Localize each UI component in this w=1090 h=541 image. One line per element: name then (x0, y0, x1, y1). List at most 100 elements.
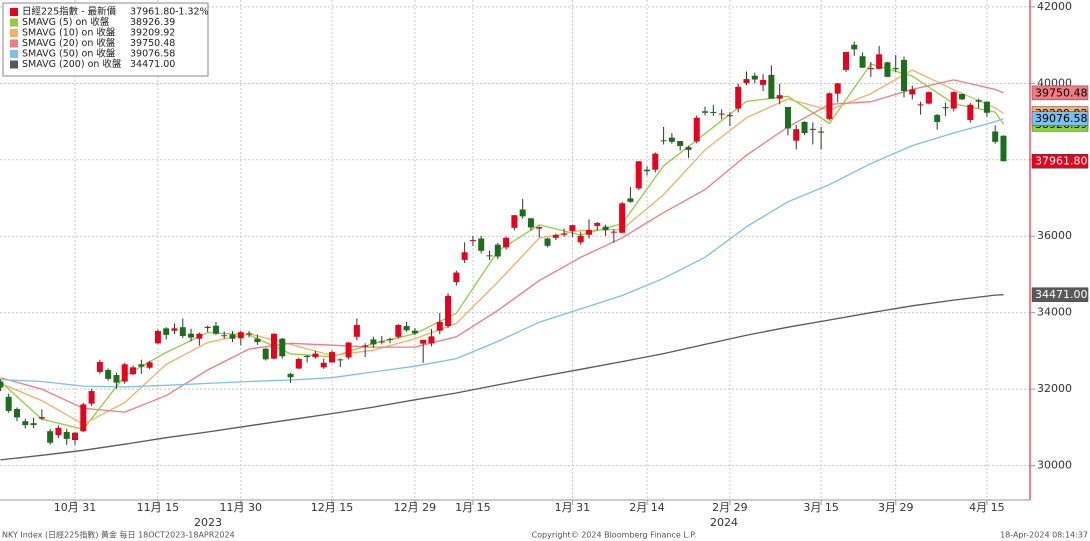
year-label: 2023 (194, 516, 222, 529)
candle-body (743, 79, 750, 83)
candle-body (842, 51, 849, 70)
candle-body (246, 333, 253, 335)
candle-body (901, 60, 908, 91)
candle-body (635, 161, 642, 189)
candle-body (644, 169, 651, 172)
x-tick-label: 11月 15 (137, 501, 180, 514)
candle-body (304, 355, 311, 358)
legend-name: SMAVG (10) on 收盤 (22, 27, 116, 39)
candle-body (975, 100, 982, 102)
legend-swatch (10, 29, 18, 37)
candle-body (884, 62, 891, 77)
candle-body (702, 111, 709, 113)
candle-body (254, 338, 261, 343)
candle-body (751, 75, 758, 80)
candle-body (942, 107, 949, 109)
candle-body (892, 68, 899, 70)
candle-body (22, 421, 29, 426)
candle-body (196, 333, 203, 339)
x-tick-label: 1月 31 (555, 501, 591, 514)
candle-body (121, 364, 128, 382)
candle-body (279, 338, 286, 357)
candle-body (826, 93, 833, 119)
x-tick-label: 12月 29 (394, 501, 437, 514)
candle-body (320, 362, 327, 368)
candle-body (204, 326, 211, 328)
grid (0, 0, 1030, 500)
candle-body (967, 104, 974, 121)
candle-body (113, 375, 120, 383)
candle-body (511, 215, 518, 228)
legend-value: 38926.39 (130, 17, 175, 28)
candle-body (262, 348, 269, 360)
candle-body (130, 367, 137, 375)
y-tick-label: 30000 (1037, 459, 1072, 472)
legend-name: SMAVG (5) on 收盤 (22, 16, 110, 28)
candle-body (917, 104, 924, 106)
candle-body (486, 255, 493, 257)
candle-body (768, 74, 775, 99)
x-tick-label: 11月 30 (220, 501, 263, 514)
candle-body (652, 153, 659, 170)
candle-body (718, 113, 725, 115)
legend-value: 39750.48 (130, 38, 175, 49)
candle-body (171, 328, 178, 331)
candle-body (345, 342, 352, 358)
candle-body (221, 335, 228, 337)
candle-body (925, 92, 932, 104)
legend-value: 39076.58 (130, 49, 175, 60)
candle-body (610, 231, 617, 233)
candle-body (992, 131, 999, 142)
candle-body (876, 54, 883, 69)
candle-body (63, 431, 70, 439)
ma-line (0, 294, 1004, 461)
candle-body (80, 404, 87, 432)
candle-body (38, 417, 45, 419)
candle-body (461, 252, 468, 260)
candle-body (585, 230, 592, 235)
legend: 日經225指數 - 最新價 37961.80 -1.32% SMAVG (5) on … (2, 2, 209, 77)
lines (0, 63, 1005, 461)
candle-body (494, 244, 501, 257)
candle-body (436, 321, 443, 331)
legend-name: SMAVG (50) on 收盤 (22, 48, 116, 60)
candle-body (88, 391, 95, 404)
candle-body (685, 147, 692, 150)
candle-body (536, 227, 543, 229)
x-tick-label: 12月 15 (311, 501, 354, 514)
candle-body (602, 226, 609, 231)
candle-body (784, 107, 791, 129)
candle-body (387, 339, 394, 341)
ma-line (0, 69, 1004, 426)
candle-body (445, 295, 452, 327)
candle-body (519, 209, 526, 217)
legend-swatch (10, 60, 18, 69)
x-tick-label: 4月 15 (969, 501, 1005, 514)
candle-body (552, 235, 559, 238)
candle-body (370, 339, 377, 345)
legend-swatch (10, 8, 18, 16)
candle-body (96, 362, 103, 372)
legend-name: SMAVG (200) on 收盤 (22, 58, 122, 70)
legend-name: 日經225指數 - 最新價 (22, 6, 117, 18)
candle-body (660, 140, 667, 142)
candle-body (295, 358, 302, 369)
candle-body (793, 129, 800, 141)
legend-value: 37961.80 (130, 7, 175, 18)
x-tick-label: 3月 29 (878, 501, 914, 514)
value-badge (1031, 287, 1089, 302)
candle-body (959, 94, 966, 100)
candle-body (5, 396, 12, 411)
candle-body (378, 341, 385, 343)
candle-body (909, 89, 916, 95)
value-badge (1031, 85, 1089, 101)
candle-body (146, 362, 153, 368)
candle-body (362, 345, 369, 347)
x-tick-label: 10月 31 (54, 501, 97, 514)
y-tick-label: 34000 (1037, 306, 1072, 319)
ma-line (0, 117, 1004, 388)
candle-body (428, 336, 435, 344)
legend-swatch (10, 39, 18, 48)
candle-body (13, 409, 20, 418)
candle-body (577, 235, 584, 243)
